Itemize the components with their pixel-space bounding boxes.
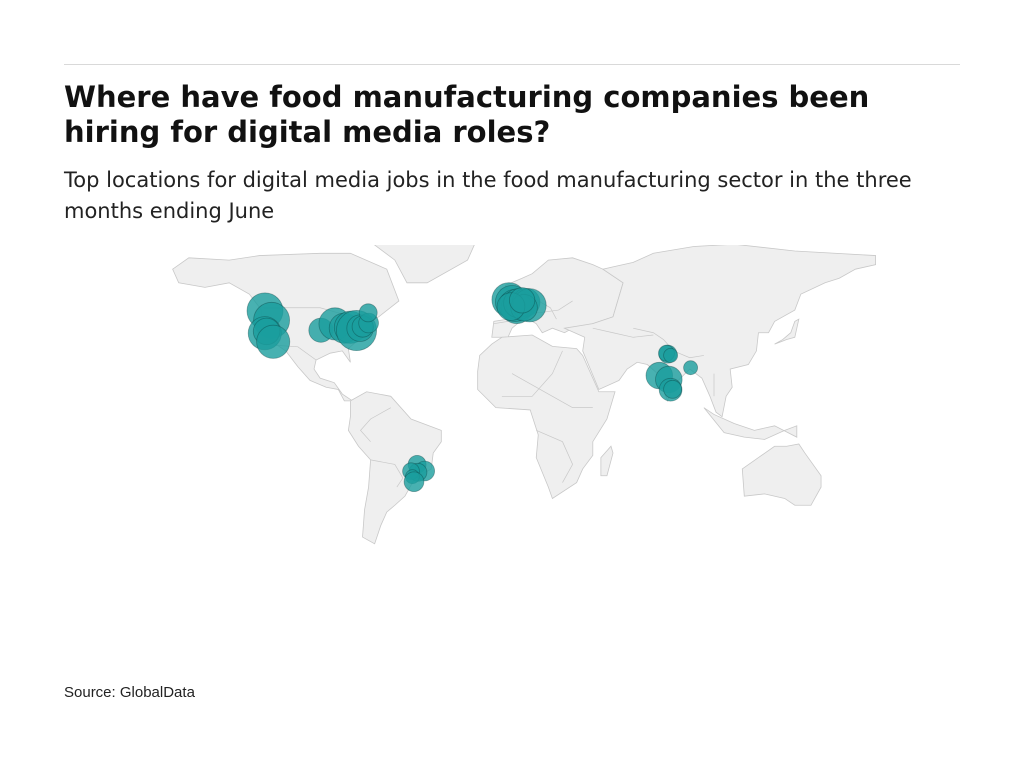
location-bubble-india (683, 360, 698, 376)
location-bubble-brazil (403, 471, 425, 493)
map-canvas (172, 245, 876, 545)
location-bubble-us-west (256, 324, 291, 359)
chart-subtitle: Top locations for digital media jobs in … (64, 168, 912, 223)
location-bubble-canada (358, 303, 378, 323)
landmass-south-america (347, 391, 442, 545)
country-border (493, 321, 509, 325)
source-note: Source: GlobalData (64, 684, 195, 701)
landmass-australia (741, 443, 822, 506)
landmass-africa (477, 334, 616, 500)
bubble-layer (246, 282, 698, 493)
country-border (360, 407, 391, 442)
top-rule (64, 64, 960, 65)
location-bubble-india (663, 379, 682, 399)
landmass-japan (774, 318, 800, 345)
country-border (536, 430, 573, 483)
land-layer (172, 245, 876, 545)
chart-title: Where have food manufacturing companies … (64, 80, 870, 149)
location-bubble-india (663, 348, 678, 363)
landmass-madagascar (600, 445, 614, 477)
landmass-greenland (374, 245, 475, 284)
country-border (370, 459, 404, 488)
world-map (0, 245, 1024, 645)
country-border (511, 373, 593, 408)
country-border (592, 327, 654, 338)
location-bubble-europe (508, 287, 536, 314)
country-border (501, 350, 563, 397)
landmass-indonesia (703, 407, 798, 440)
landmass-asia (563, 245, 876, 418)
